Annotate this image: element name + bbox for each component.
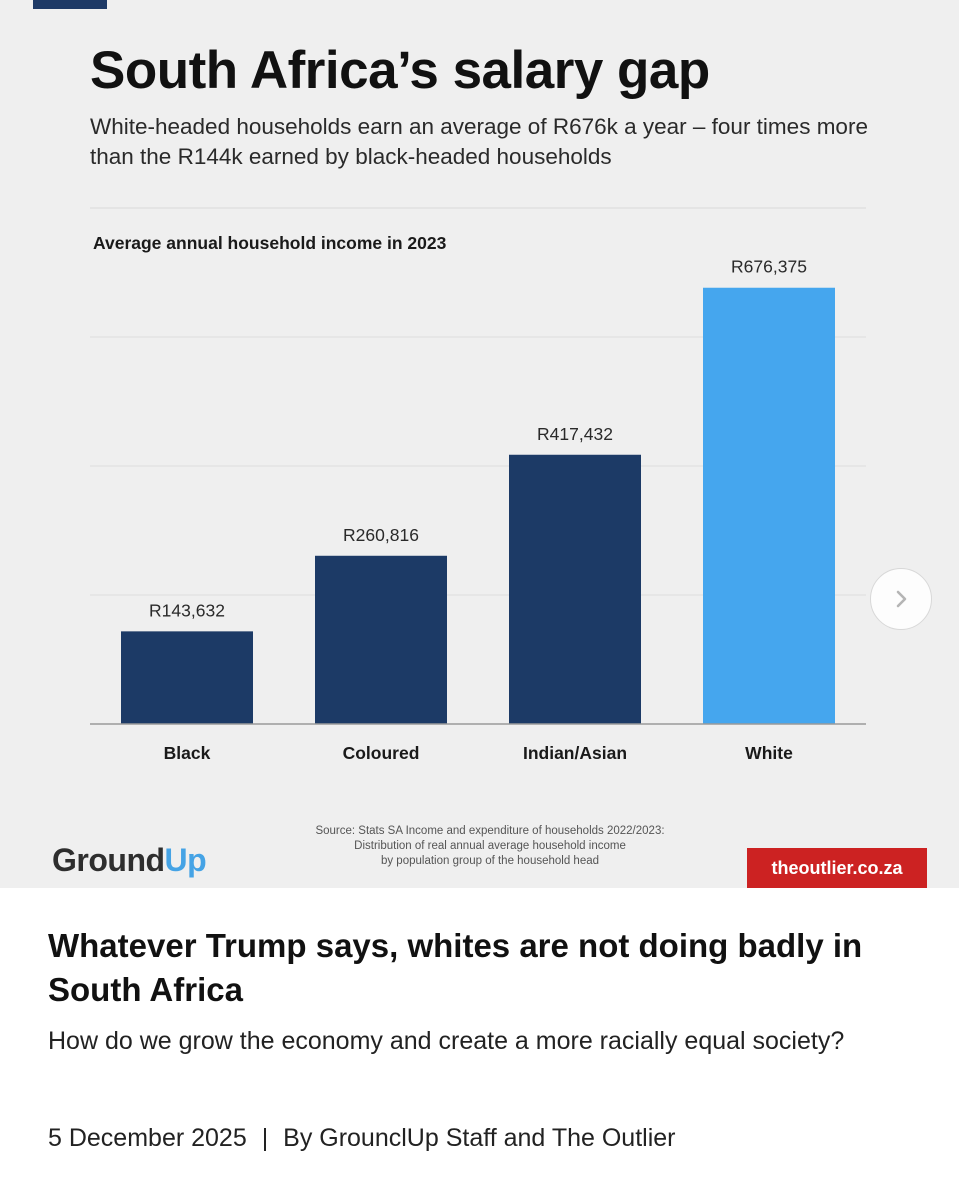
logo-o-icon: o [88, 842, 108, 878]
bar [121, 631, 253, 724]
bar-value-label: R417,432 [537, 424, 613, 444]
bar [509, 454, 641, 724]
chart-heading: Average annual household income in 2023 [93, 233, 447, 253]
bars: R143,632 Black R260,816 Coloured R417,432 Ind… [121, 257, 835, 763]
source-note: Source: Stats SA Income and expenditure … [240, 824, 740, 869]
accent-tab [33, 0, 107, 9]
next-slide-button[interactable] [870, 568, 932, 630]
bar-chart: Average annual household income in 2023 … [90, 207, 866, 763]
category-label: Indian/Asian [523, 743, 627, 763]
article-meta: 5 December 2025 | By GrounclUp Staff and… [48, 1124, 675, 1153]
article-headline[interactable]: Whatever Trump says, whites are not doin… [48, 927, 863, 1008]
groundup-logo: GroundUp [52, 842, 207, 878]
article-byline: By GrounclUp Staff and The Outlier [283, 1124, 676, 1152]
source-line: by population group of the household hea… [380, 855, 600, 867]
source-line: Distribution of real annual average hous… [354, 840, 626, 852]
graphic-title: South Africa’s salary gap [90, 41, 710, 100]
article-dek: How do we grow the economy and create a … [48, 1027, 845, 1055]
bar [315, 555, 447, 724]
category-label: White [745, 743, 793, 763]
source-line: Source: Stats SA Income and expenditure … [315, 825, 665, 837]
bar [703, 287, 835, 724]
bar-value-label: R143,632 [149, 600, 225, 620]
bar-value-label: R260,816 [343, 525, 419, 545]
article-date: 5 December 2025 [48, 1124, 247, 1152]
infographic-card: South Africa’s salary gap White-headed h… [0, 0, 959, 888]
bar-value-label: R676,375 [731, 257, 807, 277]
meta-separator: | [261, 1124, 269, 1152]
outlier-label: theoutlier.co.za [747, 848, 927, 888]
chevron-right-icon [896, 590, 907, 608]
category-label: Black [164, 743, 211, 763]
graphic-subtitle: White-headed households earn an average … [90, 114, 868, 169]
category-label: Coloured [343, 743, 420, 763]
